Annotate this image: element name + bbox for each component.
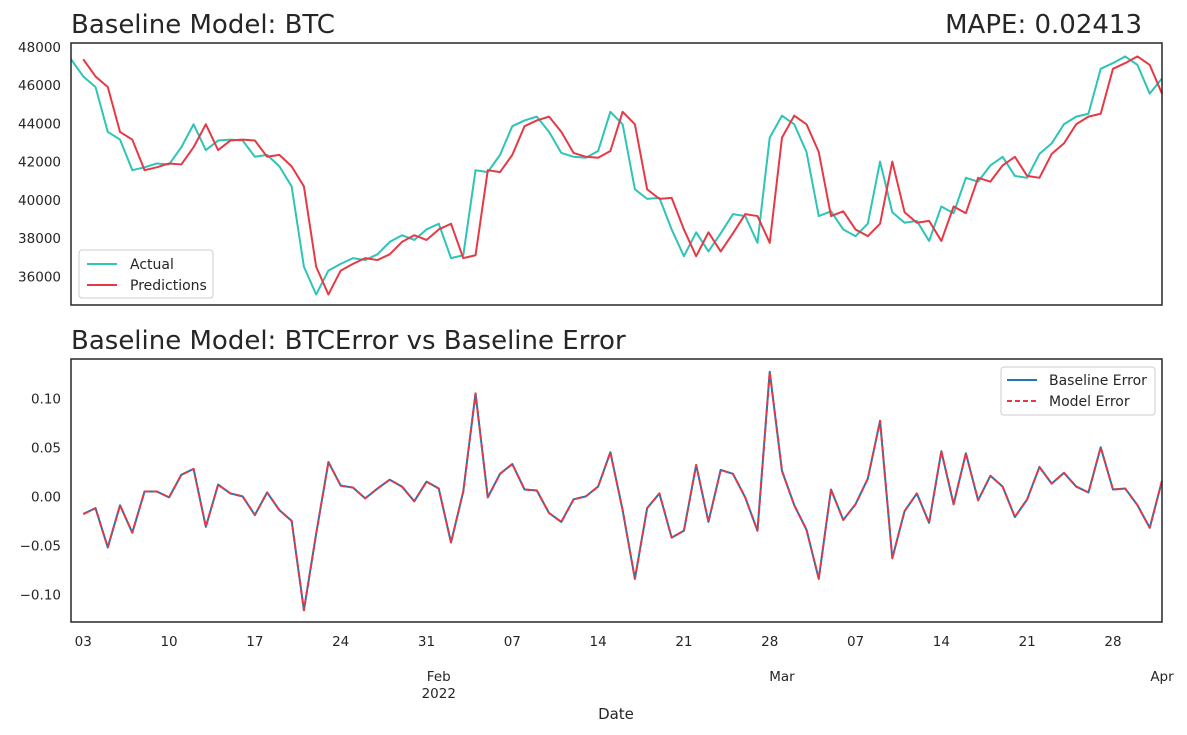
price-y-tick-label: 36000: [18, 269, 61, 285]
x-tick-label-month: Apr: [1150, 669, 1174, 685]
price-chart-frame: [70, 42, 1163, 306]
x-tick-label-day: 28: [1104, 634, 1121, 650]
mape-annotation: MAPE: 0.02413: [945, 10, 1142, 40]
x-tick-label-month: Mar: [769, 669, 795, 685]
date-x-ticks: 03 10 17 24 31 Feb 2022 07 14 21 28 Mar 07 14 21 28 Apr: [75, 634, 1174, 702]
x-tick-label-day: 10: [160, 634, 177, 650]
x-tick-label-day: 14: [933, 634, 950, 650]
error-y-ticks: −0.10 −0.05 0.00 0.05 0.10: [20, 391, 61, 603]
x-tick-label-day: 03: [75, 634, 92, 650]
legend-label-actual: Actual: [130, 257, 174, 273]
x-tick-label-month: Feb 2022: [422, 669, 456, 702]
legend-label-predictions: Predictions: [130, 278, 207, 294]
error-y-tick-label: −0.10: [20, 588, 61, 604]
x-tick-label-day: 21: [1019, 634, 1036, 650]
error-legend-box: [1000, 366, 1156, 416]
price-y-tick-label: 48000: [18, 40, 61, 56]
price-y-tick-label: 38000: [18, 231, 61, 247]
price-y-tick-label: 40000: [18, 193, 61, 209]
x-axis-label: Date: [598, 705, 634, 723]
x-tick-label-day: 31: [418, 634, 435, 650]
x-tick-label-day: 14: [590, 634, 607, 650]
price-chart: Baseline Model: BTC MAPE: 0.02413 360003…: [18, 10, 1163, 306]
x-tick-label-day: 28: [761, 634, 778, 650]
error-y-tick-label: 0.00: [31, 489, 61, 505]
error-y-tick-label: 0.10: [31, 391, 61, 407]
legend-label-model-error: Model Error: [1049, 394, 1130, 410]
x-tick-label-day: 17: [246, 634, 263, 650]
price-chart-title: Baseline Model: BTC: [71, 10, 335, 40]
x-tick-label-day: 21: [675, 634, 692, 650]
price-legend: Actual Predictions: [78, 249, 214, 299]
x-tick-label-day: 24: [332, 634, 349, 650]
x-tick-label-day: 07: [504, 634, 521, 650]
error-y-tick-label: 0.05: [31, 440, 61, 456]
price-y-ticks: 36000 38000 40000 42000 44000 46000 48000: [18, 40, 61, 285]
error-chart-title: Baseline Model: BTCError vs Baseline Err…: [71, 326, 626, 356]
price-y-tick-label: 42000: [18, 155, 61, 171]
price-y-tick-label: 44000: [18, 116, 61, 132]
price-series-lines: [70, 55, 1163, 296]
error-legend: Baseline Error Model Error: [1000, 366, 1156, 416]
price-series-predictions: [82, 55, 1163, 296]
x-tick-label-day: 07: [847, 634, 864, 650]
error-y-tick-label: −0.05: [20, 538, 61, 554]
error-chart-frame: [70, 358, 1163, 623]
error-series-lines: [82, 370, 1163, 612]
legend-label-baseline-error: Baseline Error: [1049, 373, 1147, 389]
error-series-model-error: [82, 370, 1163, 612]
price-y-tick-label: 46000: [18, 78, 61, 94]
error-chart: Baseline Model: BTCError vs Baseline Err…: [20, 326, 1174, 723]
